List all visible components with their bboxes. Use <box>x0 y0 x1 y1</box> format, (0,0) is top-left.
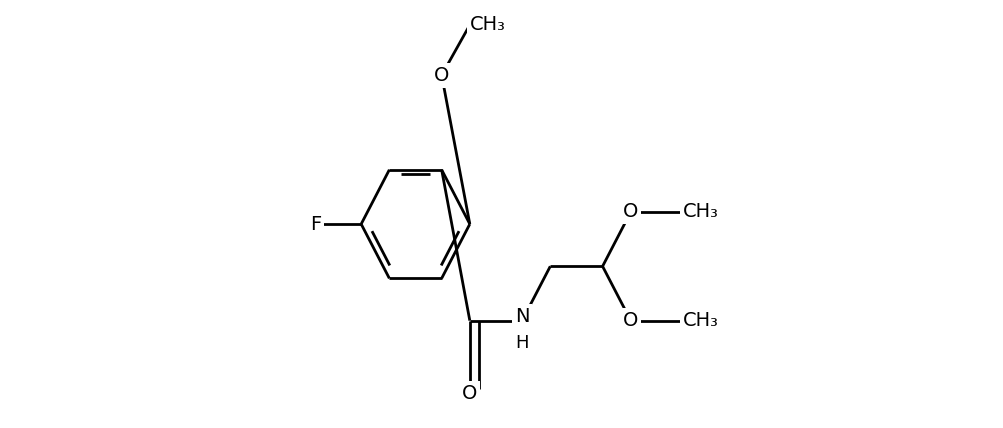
Text: CH₃: CH₃ <box>682 202 718 221</box>
Text: F: F <box>309 214 321 234</box>
Text: O: O <box>623 311 638 330</box>
Text: O: O <box>623 202 638 221</box>
Text: O: O <box>461 383 477 403</box>
Text: N: N <box>515 307 529 326</box>
Text: N: N <box>515 311 529 330</box>
Text: CH₃: CH₃ <box>682 311 718 330</box>
Text: CH₃: CH₃ <box>469 15 506 34</box>
Text: O: O <box>433 65 449 85</box>
Text: H: H <box>515 334 529 352</box>
